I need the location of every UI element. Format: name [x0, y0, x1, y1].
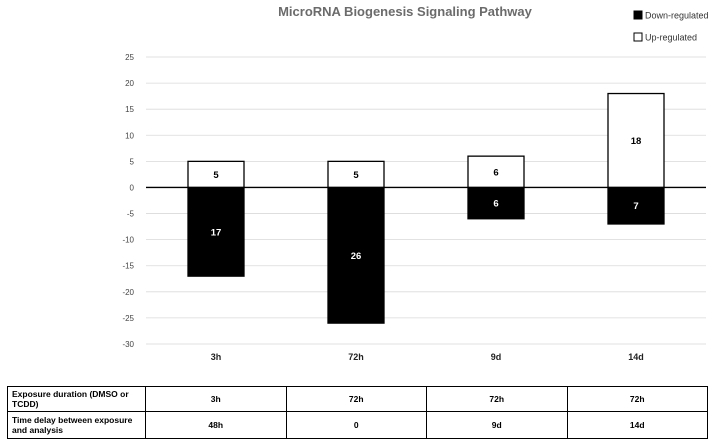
data-label: 5 — [213, 170, 219, 181]
bar-up-3h — [187, 160, 245, 189]
x-tick-label: 3h — [211, 352, 222, 362]
legend-swatch-down — [633, 10, 643, 20]
row-header: Exposure duration (DMSO or TCDD) — [7, 386, 146, 412]
data-label: 5 — [353, 170, 359, 181]
bar-down-14d — [607, 186, 665, 225]
row-header: Time delay between exposure and analysis — [7, 411, 146, 439]
table-cell: 14d — [566, 411, 708, 439]
y-tick-label: 25 — [125, 53, 134, 62]
chart-title: MicroRNA Biogenesis Signaling Pathway — [278, 4, 533, 19]
table-cell: 0 — [285, 411, 427, 439]
table-cell: 72h — [285, 386, 427, 412]
y-tick-label: -30 — [122, 340, 134, 349]
y-tick-label: -5 — [127, 210, 135, 219]
table-cell: 3h — [145, 386, 287, 412]
y-tick-label: 0 — [130, 183, 135, 192]
data-label: 26 — [351, 251, 362, 262]
bar-down-9d — [467, 186, 525, 220]
legend-swatch-up — [633, 32, 643, 42]
y-tick-label: -15 — [122, 262, 134, 271]
y-tick-label: -10 — [122, 236, 134, 245]
bars: 17 26 6 7 5 5 6 18 — [187, 92, 665, 324]
exposure-info-table: Exposure duration (DMSO or TCDD) 3h 72h … — [7, 386, 708, 439]
data-label: 18 — [631, 136, 642, 147]
table-row-exposure-duration: Exposure duration (DMSO or TCDD) 3h 72h … — [7, 386, 708, 412]
table-row-time-delay: Time delay between exposure and analysis… — [7, 411, 708, 439]
y-tick-label: 5 — [130, 157, 135, 166]
table-cell: 48h — [145, 411, 287, 439]
legend-label-down: Down-regulated — [645, 11, 709, 21]
y-tick-label: 20 — [125, 79, 134, 88]
bar-down-3h — [187, 186, 245, 277]
y-axis: 25 20 15 10 5 0 -5 -10 -15 -20 -25 -30 — [122, 53, 134, 349]
y-tick-label: 10 — [125, 131, 134, 140]
x-axis: 3h 72h 9d 14d — [146, 186, 706, 362]
data-label: 6 — [493, 167, 498, 178]
bar-up-72h — [327, 160, 385, 189]
y-tick-label: -20 — [122, 288, 134, 297]
legend: Down-regulated Up-regulated — [633, 10, 709, 43]
x-tick-label: 9d — [491, 352, 502, 362]
table-cell: 9d — [426, 411, 568, 439]
table-cell: 72h — [566, 386, 708, 412]
bar-chart: MicroRNA Biogenesis Signaling Pathway Do… — [122, 4, 709, 362]
data-label: 7 — [633, 201, 638, 212]
data-label: 6 — [493, 199, 498, 210]
y-tick-label: -25 — [122, 314, 134, 323]
table-cell: 72h — [426, 386, 568, 412]
x-tick-label: 14d — [628, 352, 644, 362]
y-tick-label: 15 — [125, 105, 134, 114]
data-label: 17 — [211, 227, 222, 238]
bar-down-72h — [327, 186, 385, 324]
bar-up-14d — [607, 92, 665, 189]
legend-label-up: Up-regulated — [645, 33, 697, 43]
x-tick-label: 72h — [348, 352, 364, 362]
bar-up-9d — [467, 155, 525, 189]
